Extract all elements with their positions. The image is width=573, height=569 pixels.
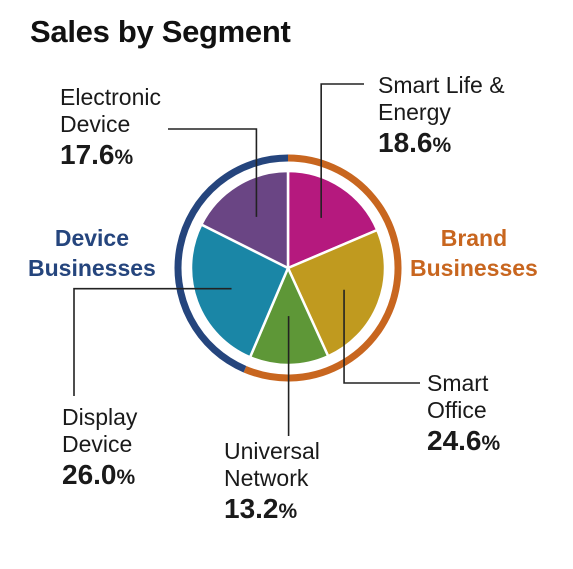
label-percent: 24.6% — [427, 425, 501, 456]
leader-smart-life-energy — [320, 83, 364, 218]
label-percent: 26.0% — [62, 459, 136, 490]
label-universal-network: Universal Network 13.2% — [224, 438, 320, 529]
label-line1: Electronic — [60, 84, 161, 110]
label-electronic-device: Electronic Device 17.6% — [60, 84, 161, 175]
pie-slice-electronic-device — [200, 169, 290, 270]
group-label-brand-businesses: Brand Businesses — [410, 223, 538, 283]
group-label-line2: Businesses — [410, 255, 538, 281]
label-line1: Universal — [224, 438, 320, 464]
leader-smart-office — [343, 289, 420, 384]
label-line2: Device — [60, 111, 131, 137]
label-line1: Display — [62, 404, 138, 430]
label-line2: Office — [427, 397, 487, 423]
group-label-device-businesses: Device Businesses — [28, 223, 156, 283]
leader-display-device — [73, 287, 232, 396]
label-percent: 18.6% — [378, 127, 452, 158]
pie-slice-smart-life-energy — [286, 169, 379, 270]
label-line1: Smart Life & — [378, 72, 505, 98]
label-percent: 13.2% — [224, 493, 298, 524]
label-smart-life-energy: Smart Life & Energy 18.6% — [378, 72, 505, 163]
label-display-device: Display Device 26.0% — [62, 404, 137, 495]
label-line2: Energy — [378, 99, 451, 125]
label-line2: Network — [224, 465, 309, 491]
label-line1: Smart — [427, 370, 489, 396]
group-label-line1: Device — [54, 225, 130, 251]
ring-device-businesses — [174, 154, 289, 373]
pie-slice-display-device — [189, 223, 290, 359]
leader-electronic-device — [168, 128, 258, 217]
chart-title: Sales by Segment — [30, 14, 291, 49]
label-line2: Device — [62, 431, 133, 457]
label-smart-office: Smart Office 24.6% — [427, 370, 500, 461]
group-label-line2: Businesses — [28, 255, 156, 281]
ring-brand-businesses — [243, 154, 402, 382]
label-percent: 17.6% — [60, 139, 134, 170]
group-label-line1: Brand — [440, 225, 508, 251]
pie-slice-smart-office — [286, 228, 387, 358]
